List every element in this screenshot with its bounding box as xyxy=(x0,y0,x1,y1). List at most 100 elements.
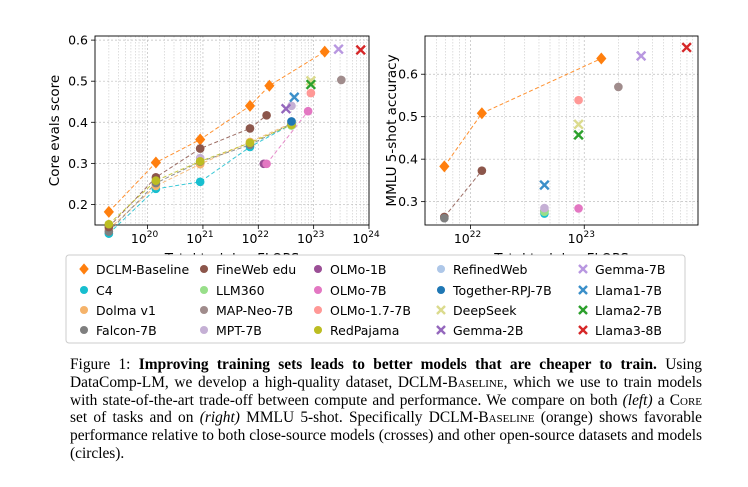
mmlu-5-shot-accuracy-y-tick-label: 0.4 xyxy=(398,152,418,167)
legend-marker-gemma-7b-stroke-b xyxy=(578,264,588,274)
mmlu-5-shot-accuracy-point-falcon-7b-0 xyxy=(440,213,449,223)
figure-caption: Figure 1: Improving training sets leads … xyxy=(70,356,702,463)
core-evals-score-line-olmo-7b xyxy=(266,110,309,165)
mmlu-5-shot-accuracy-point-llama3-8b-0-stroke-b xyxy=(681,42,692,53)
legend-label-gemma-2b: Gemma-2B xyxy=(453,323,523,338)
legend-label-mpt-7b: MPT-7B xyxy=(216,323,262,338)
legend-label-c4: C4 xyxy=(96,283,113,298)
mmlu-5-shot-accuracy-y-tick-label: 0.6 xyxy=(398,67,418,82)
core-evals-score-point-gemma-7b-0-stroke-b xyxy=(333,43,344,55)
core-evals-score-point-dclm-baseline-1 xyxy=(150,156,161,169)
core-evals-score-line-falcon-7b xyxy=(108,123,292,232)
legend-marker-deepseek xyxy=(436,305,446,315)
mmlu-5-shot-accuracy-point-llama1-7b-0 xyxy=(539,179,550,191)
core-evals-score-point-fineweb-edu-2 xyxy=(195,144,205,153)
legend-label-llama2-7b: Llama2-7B xyxy=(595,303,662,318)
legend-marker-llama2-7b xyxy=(578,305,588,315)
legend-marker-refinedweb xyxy=(436,264,446,274)
mmlu-5-shot-accuracy-x-tick-label-exp: 22 xyxy=(470,230,481,240)
caption-text-3: a xyxy=(652,391,670,409)
mmlu-5-shot-accuracy-point-map-neo-7b-0 xyxy=(614,82,623,92)
legend-marker-deepseek-stroke-b xyxy=(436,305,446,315)
legend-marker-fineweb-edu xyxy=(199,264,209,274)
legend-marker-llama3-8b-stroke-b xyxy=(578,325,588,335)
legend-label-dolma-v1: Dolma v1 xyxy=(96,303,156,318)
core-evals-score-point-olmo-7b-1 xyxy=(303,106,313,116)
mmlu-5-shot-accuracy-y-tick-label: 0.3 xyxy=(398,194,418,209)
caption-smallcaps-1: Baseline xyxy=(447,373,504,391)
core-evals-score-point-together-rpj-7b-0 xyxy=(287,117,296,126)
legend-marker-llama3-8b xyxy=(578,325,588,335)
legend-marker-llama1-7b xyxy=(578,285,588,295)
legend-label-olmo-7b: OLMo-7B xyxy=(330,283,387,298)
mmlu-5-shot-accuracy-point-olmo-7b-0 xyxy=(574,204,583,213)
legend-marker-olmo-7b xyxy=(313,285,323,295)
core-evals-score-point-dclm-baseline-0 xyxy=(103,205,114,218)
legend-marker-falcon-7b xyxy=(79,325,89,335)
legend-marker-map-neo-7b xyxy=(199,305,209,315)
legend-marker-llama1-7b-stroke-b xyxy=(578,285,588,295)
legend-label-map-neo-7b: MAP-Neo-7B xyxy=(216,303,293,318)
legend-label-fineweb-edu: FineWeb edu xyxy=(216,262,296,277)
core-evals-score-y-tick-label: 0.4 xyxy=(68,115,88,130)
core-evals-score-x-tick-label: 1023 xyxy=(297,230,324,246)
mmlu-5-shot-accuracy-line-fineweb-edu xyxy=(443,170,483,218)
core-evals-score-x-tick-label-base: 10 xyxy=(131,231,147,246)
caption-text-1: Using DataComp-LM, we develop a high-qua… xyxy=(70,356,702,391)
mmlu-5-shot-accuracy-point-gemma-7b-0-stroke-b xyxy=(635,50,647,62)
legend-marker-olmo-1b xyxy=(313,264,323,274)
core-evals-score-x-tick-label-base: 10 xyxy=(297,231,313,246)
core-evals-score-point-llama2-7b-0 xyxy=(305,79,317,90)
legend-label-together-rpj-7b: Together-RPJ-7B xyxy=(452,283,552,298)
chart-core-evals: 102010211022102310240.20.30.40.50.6Total… xyxy=(47,33,380,267)
mmlu-5-shot-accuracy-point-dclm-baseline-2 xyxy=(596,52,607,65)
legend-label-falcon-7b: Falcon-7B xyxy=(96,323,157,338)
legend-label-llama3-8b: Llama3-8B xyxy=(595,323,662,338)
core-evals-score-x-tick-label-exp: 21 xyxy=(202,230,213,240)
caption-smallcaps-2: Baseline xyxy=(478,409,535,427)
mmlu-5-shot-accuracy-point-dclm-baseline-0 xyxy=(439,160,450,173)
legend-marker-gemma-2b xyxy=(436,325,446,335)
core-evals-score-y-tick-label: 0.3 xyxy=(68,156,88,171)
core-evals-score-y-tick-label: 0.5 xyxy=(68,74,88,89)
core-evals-score-x-tick-label-base: 10 xyxy=(186,231,202,246)
legend-frame xyxy=(65,254,686,344)
legend-label-refinedweb: RefinedWeb xyxy=(453,262,528,277)
core-evals-score-point-deepseek-0-stroke-b xyxy=(305,75,317,86)
core-evals-score-x-tick-label-exp: 20 xyxy=(147,230,159,240)
mmlu-5-shot-accuracy-point-mpt-7b-0 xyxy=(540,203,549,213)
mmlu-5-shot-accuracy-x-tick-label: 1023 xyxy=(568,230,595,246)
core-evals-score-x-tick-label-base: 10 xyxy=(242,231,258,246)
core-evals-score-y-axis-label: Core evals score xyxy=(47,75,63,186)
mmlu-5-shot-accuracy-y-tick-label: 0.5 xyxy=(398,109,418,124)
core-evals-score-point-redpajama-3 xyxy=(245,138,255,148)
core-evals-score-point-dclm-baseline-4 xyxy=(264,79,275,92)
mmlu-5-shot-accuracy-x-tick-label: 1022 xyxy=(454,230,481,246)
core-evals-score-point-dclm-baseline-3 xyxy=(244,99,256,112)
caption-text-5: MMLU 5-shot. Specifically DCLM- xyxy=(239,409,479,427)
core-evals-score-point-gemma-7b-0 xyxy=(333,43,344,55)
core-evals-score-x-tick-label-exp: 24 xyxy=(368,230,380,240)
core-evals-score-frame xyxy=(94,35,370,226)
mmlu-5-shot-accuracy-y-axis-label: MMLU 5-shot accuracy xyxy=(384,54,400,206)
legend-marker-redpajama xyxy=(313,325,323,335)
mmlu-5-shot-accuracy-point-llama3-8b-0 xyxy=(681,42,692,53)
core-evals-score-point-llama3-8b-0 xyxy=(355,44,366,56)
mmlu-5-shot-accuracy-x-tick-label-base: 10 xyxy=(568,231,584,246)
caption-fig-label: Figure 1: xyxy=(70,356,131,373)
mmlu-5-shot-accuracy-point-olmo-1-7-7b-0 xyxy=(574,95,583,105)
mmlu-5-shot-accuracy-point-fineweb-edu-1 xyxy=(477,166,487,175)
legend: DCLM-Baseline FineWeb edu OLMo-1B RefinedWe… xyxy=(65,254,686,344)
mmlu-5-shot-accuracy-x-tick-label-base: 10 xyxy=(454,231,470,246)
core-evals-score-point-dclm-baseline-2 xyxy=(195,133,206,146)
core-evals-score-point-c4-2 xyxy=(195,177,205,187)
mmlu-5-shot-accuracy-point-dclm-baseline-1 xyxy=(476,107,487,120)
mmlu-5-shot-accuracy-frame xyxy=(424,35,699,226)
core-evals-score-point-olmo-7b-0 xyxy=(262,159,271,169)
legend-label-gemma-7b: Gemma-7B xyxy=(595,262,665,277)
core-evals-score-point-dclm-baseline-5 xyxy=(319,45,330,58)
core-evals-score-x-tick-label: 1020 xyxy=(131,230,159,246)
core-evals-score-point-redpajama-1 xyxy=(151,176,161,185)
mmlu-5-shot-accuracy-point-deepseek-0-stroke-b xyxy=(573,119,584,130)
legend-label-olmo-1-7-7b: OLMo-1.7-7B xyxy=(330,303,411,318)
